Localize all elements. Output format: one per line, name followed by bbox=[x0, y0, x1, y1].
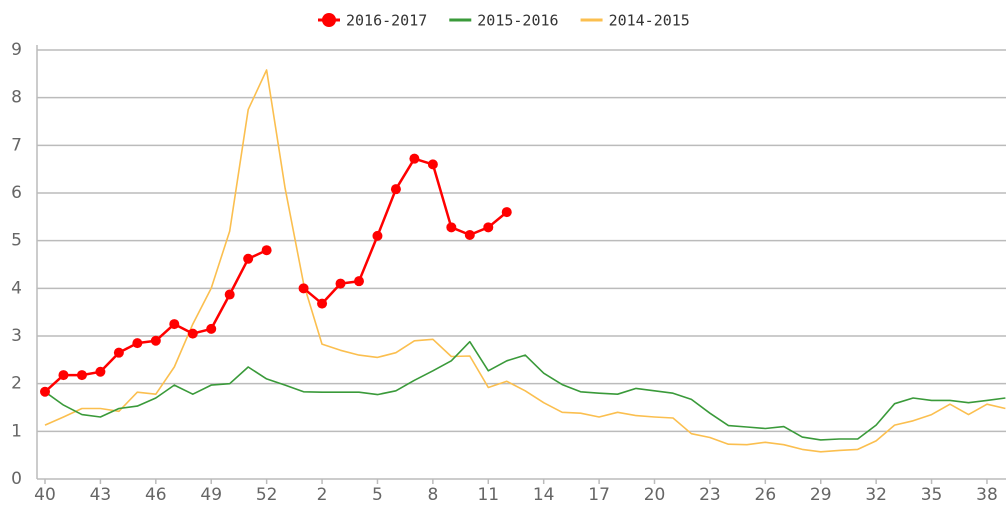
point bbox=[76, 370, 87, 381]
point bbox=[150, 335, 161, 346]
point bbox=[58, 370, 69, 381]
x-tick-label: 2 bbox=[317, 485, 328, 505]
point bbox=[243, 253, 254, 264]
point bbox=[261, 245, 272, 256]
legend-item: 2015-2016 bbox=[449, 12, 559, 30]
point bbox=[169, 319, 180, 330]
legend-label: 2015-2016 bbox=[477, 12, 558, 30]
x-tick-label: 20 bbox=[644, 485, 666, 505]
x-tick-label: 43 bbox=[90, 485, 112, 505]
point bbox=[390, 184, 401, 195]
point bbox=[206, 323, 217, 334]
x-tick-label: 46 bbox=[145, 485, 167, 505]
y-tick-label: 1 bbox=[11, 421, 22, 441]
y-tick-label: 4 bbox=[11, 278, 22, 298]
x-tick-label: 14 bbox=[533, 485, 555, 505]
x-tick-label: 29 bbox=[810, 485, 832, 505]
point bbox=[335, 278, 346, 289]
series-line bbox=[44, 69, 1006, 453]
x-tick-label: 17 bbox=[588, 485, 610, 505]
point bbox=[464, 229, 475, 240]
x-tick-label: 23 bbox=[699, 485, 721, 505]
y-tick-label: 6 bbox=[11, 183, 22, 203]
x-tick-label: 49 bbox=[200, 485, 222, 505]
y-tick-label: 5 bbox=[11, 231, 22, 251]
x-tick-label: 26 bbox=[755, 485, 777, 505]
x-tick-label: 38 bbox=[976, 485, 998, 505]
legend-label: 2016-2017 bbox=[346, 12, 427, 30]
y-tick-label: 7 bbox=[11, 135, 22, 155]
x-tick-label: 40 bbox=[34, 485, 56, 505]
point bbox=[40, 386, 50, 397]
point bbox=[409, 153, 420, 164]
series-line bbox=[44, 340, 1006, 441]
x-tick-label: 8 bbox=[427, 485, 438, 505]
x-tick-label: 11 bbox=[477, 485, 499, 505]
x-tick-label: 5 bbox=[372, 485, 383, 505]
point bbox=[113, 347, 124, 358]
point bbox=[317, 298, 328, 309]
legend-item: 2016-2017 bbox=[318, 12, 427, 30]
legend-label: 2014-2015 bbox=[609, 12, 690, 30]
point bbox=[372, 230, 383, 241]
y-tick-label: 8 bbox=[11, 88, 22, 108]
point bbox=[187, 328, 198, 339]
y-tick-label: 3 bbox=[11, 326, 22, 346]
point bbox=[483, 222, 494, 233]
x-tick-label: 35 bbox=[921, 485, 943, 505]
point bbox=[132, 338, 143, 349]
x-tick-label: 32 bbox=[865, 485, 887, 505]
point bbox=[95, 366, 106, 377]
x-tick-label: 52 bbox=[256, 485, 278, 505]
point bbox=[501, 207, 512, 218]
y-tick-label: 0 bbox=[11, 469, 22, 489]
legend-item: 2014-2015 bbox=[580, 12, 690, 30]
point bbox=[446, 222, 457, 233]
y-tick-label: 9 bbox=[11, 40, 22, 60]
point bbox=[427, 159, 438, 170]
y-tick-label: 2 bbox=[11, 374, 22, 394]
point bbox=[298, 283, 309, 294]
point bbox=[353, 276, 364, 287]
legend-marker bbox=[322, 13, 336, 27]
point bbox=[224, 289, 235, 300]
